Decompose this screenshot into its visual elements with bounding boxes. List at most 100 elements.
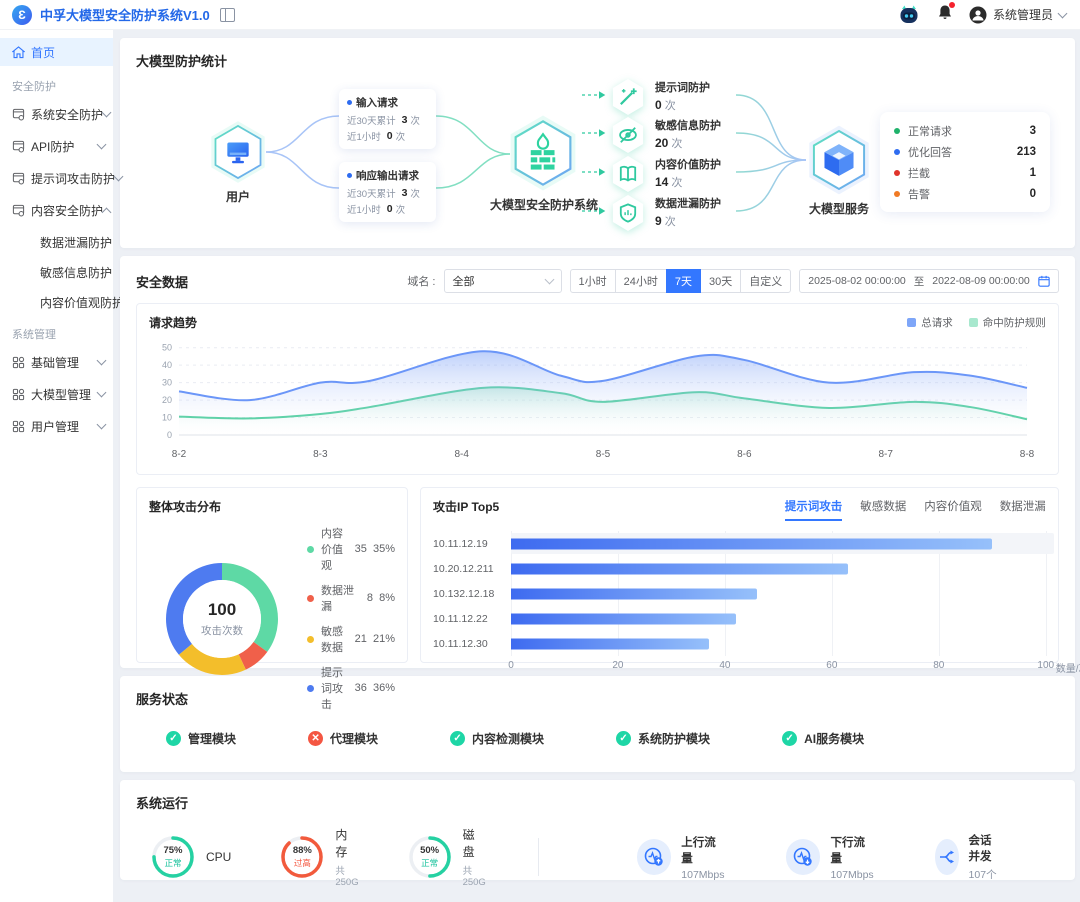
bar-category-label: 10.11.12.19 bbox=[433, 537, 488, 550]
check-circle-icon: ✓ bbox=[782, 731, 798, 746]
system-running-card: 系统运行 75% 正常 CPU 88% 过高 内存 共250G 50% 正常 磁盘 共25… bbox=[120, 780, 1075, 888]
sidebar-item-content-security[interactable]: 内容安全防护 bbox=[0, 196, 113, 224]
bar bbox=[511, 538, 993, 549]
date-range-picker[interactable]: 2025-08-02 00:00:00 至 2022-08-09 00:00:0… bbox=[799, 269, 1059, 293]
model-service-label: 大模型服务 bbox=[808, 202, 869, 216]
chevron-down-icon bbox=[101, 107, 112, 118]
date-to: 2022-08-09 00:00:00 bbox=[932, 275, 1030, 287]
tab-content-values[interactable]: 内容价值观 bbox=[924, 501, 982, 513]
doc-gear-icon bbox=[12, 172, 25, 184]
sidebar-item-api-protection[interactable]: API防护 bbox=[0, 132, 113, 160]
bar-row: 10.11.12.22 bbox=[433, 606, 1047, 631]
shield-chart-icon bbox=[619, 203, 637, 223]
cube-icon bbox=[824, 144, 854, 176]
user-menu[interactable]: 系统管理员 bbox=[969, 6, 1068, 24]
service-module-ok: ✓ 内容检测模块 bbox=[450, 730, 544, 747]
service-module-ok: ✓ 管理模块 bbox=[166, 730, 236, 747]
bar-row: 10.11.12.30 bbox=[433, 631, 1047, 656]
security-data-card: 安全数据 域名 : 全部 1小时 24小时 7天 30天 自定义 2025-08… bbox=[120, 256, 1080, 711]
sidebar-subitem-content-values[interactable]: 内容价值观防护 bbox=[40, 295, 125, 310]
memory-gauge: 88% 过高 内存 共250G bbox=[279, 826, 359, 888]
tab-prompt-attack[interactable]: 提示词攻击 bbox=[784, 498, 843, 521]
time-filter-group: 1小时 24小时 7天 30天 自定义 bbox=[569, 269, 792, 293]
bar bbox=[511, 588, 757, 599]
chevron-down-icon bbox=[96, 355, 107, 366]
check-circle-icon: ✓ bbox=[450, 731, 466, 746]
tab-sensitive-data[interactable]: 敏感数据 bbox=[860, 501, 907, 513]
doc-gear-icon bbox=[12, 108, 25, 120]
chevron-down-icon bbox=[96, 387, 107, 398]
filter-7d-button[interactable]: 7天 bbox=[665, 269, 701, 293]
sidebar-group-system-mgmt: 系统管理 bbox=[12, 329, 56, 341]
chevron-down-icon bbox=[96, 419, 107, 430]
domain-select[interactable]: 全部 bbox=[443, 269, 562, 293]
attack-distribution-donut bbox=[166, 562, 279, 675]
tab-data-leak[interactable]: 数据泄漏 bbox=[999, 501, 1046, 513]
service-status-card: 服务状态 ✓ 管理模块 ✕ 代理模块 ✓ 内容检测模块 ✓ 系统防护模块 ✓ AI服务模块 bbox=[120, 676, 1075, 772]
calendar-icon bbox=[1038, 275, 1050, 287]
blue-dot bbox=[347, 173, 352, 178]
svg-text:8-4: 8-4 bbox=[454, 449, 469, 460]
sidebar-item-prompt-attack[interactable]: 提示词攻击防护 bbox=[0, 164, 124, 192]
notification-bell-icon[interactable] bbox=[937, 1, 955, 26]
protection-overview-title: 大模型防护统计 bbox=[136, 54, 228, 69]
sidebar-subitem-sensitive-info[interactable]: 敏感信息防护 bbox=[40, 265, 113, 280]
sidebar-item-model-mgmt[interactable]: 大模型管理 bbox=[0, 380, 113, 408]
sidebar-collapse-icon[interactable] bbox=[219, 7, 235, 22]
output-request-card: 响应输出请求 近30天累计 3 次 近1小时 0 次 bbox=[339, 162, 436, 222]
check-circle-icon: ✓ bbox=[166, 731, 181, 746]
request-trend-chart: 0 10 20 30 40 50 8-2 8-3 8-4 8-5 8-6 8-7 8-8 bbox=[162, 343, 1035, 460]
content-value-protection-node bbox=[610, 154, 646, 199]
attack-ip-top5-panel: 攻击IP Top5 提示词攻击 敏感数据 内容价值观 数据泄漏 10.11.12… bbox=[420, 487, 1080, 675]
filter-24h-button[interactable]: 24小时 bbox=[614, 269, 667, 293]
top-header: Ɛ 中孚大模型安全防护系统V1.0 系统管理员 bbox=[0, 0, 1080, 30]
user-name: 系统管理员 bbox=[992, 8, 1053, 22]
svg-text:8-5: 8-5 bbox=[596, 449, 611, 460]
sidebar-item-user-mgmt[interactable]: 用户管理 bbox=[0, 412, 113, 440]
firewall-icon bbox=[530, 132, 556, 170]
sidebar-group-security: 安全防护 bbox=[12, 81, 56, 93]
svg-text:8-2: 8-2 bbox=[172, 449, 187, 460]
bar-row: 10.20.12.211 bbox=[433, 556, 1047, 581]
book-icon bbox=[619, 165, 637, 182]
security-data-title: 安全数据 bbox=[136, 274, 189, 290]
bar-axis-unit: 数量/次 bbox=[1055, 664, 1080, 675]
download-traffic-icon bbox=[793, 847, 812, 866]
attack-ip-bar-chart: 10.11.12.19 10.20.12.211 10.132.12.18 10.11… bbox=[433, 531, 1080, 675]
service-module-label: 管理模块 bbox=[188, 732, 237, 746]
sensitive-protection-node bbox=[610, 115, 646, 160]
legend-hit-swatch bbox=[968, 318, 978, 327]
concurrency-icon bbox=[939, 850, 954, 864]
sidebar-item-system-security[interactable]: 系统安全防护 bbox=[0, 100, 113, 128]
attack-distribution-panel: 整体攻击分布 100 攻击次数 内容价值观 35 35% 数据泄漏 8 8% 敏感数… bbox=[136, 487, 408, 711]
bar-category-label: 10.11.12.22 bbox=[433, 612, 488, 625]
download-traffic-metric: 下行流量 107Mbps bbox=[785, 834, 875, 881]
service-module-ok: ✓ AI服务模块 bbox=[782, 730, 864, 747]
filter-custom-button[interactable]: 自定义 bbox=[740, 269, 792, 293]
input-request-card: 输入请求 近30天累计 3 次 近1小时 0 次 bbox=[339, 89, 436, 149]
protection-flow-diagram: 用户 输入请求 近30天累计 3 次 近1小时 0 次 响应输出请求 近30天累计 3 次 … bbox=[136, 74, 1059, 252]
domain-label: 域名 : bbox=[407, 276, 436, 288]
assistant-robot-icon[interactable] bbox=[897, 4, 921, 26]
user-node bbox=[208, 120, 268, 189]
status-dot-normal bbox=[894, 127, 900, 134]
grid-icon bbox=[12, 356, 25, 368]
user-dropdown-chevron-icon bbox=[1057, 8, 1068, 18]
sidebar-subitem-data-leak[interactable]: 数据泄漏防护 bbox=[40, 235, 113, 250]
filter-30d-button[interactable]: 30天 bbox=[700, 269, 742, 293]
service-module-label: 内容检测模块 bbox=[472, 732, 545, 746]
trend-legend: 总请求 命中防护规则 bbox=[907, 315, 1046, 330]
sidebar: 首页 安全防护 系统安全防护 API防护 提示词攻击防护 内容安全防护 数据泄漏… bbox=[0, 30, 125, 902]
status-dot-blocked bbox=[894, 169, 900, 176]
chevron-down-icon bbox=[544, 274, 554, 285]
bar-row: 10.11.12.19 bbox=[433, 531, 1054, 556]
session-concurrency-metric: 会话并发 107个 bbox=[934, 832, 999, 882]
check-circle-icon: ✓ bbox=[616, 731, 632, 746]
svg-text:8-7: 8-7 bbox=[878, 449, 893, 460]
sidebar-item-home[interactable]: 首页 bbox=[0, 38, 113, 66]
protection-system-label: 大模型安全防护系统 bbox=[489, 198, 598, 212]
filter-1h-button[interactable]: 1小时 bbox=[569, 269, 616, 293]
sidebar-item-basic-mgmt[interactable]: 基础管理 bbox=[0, 348, 113, 376]
home-icon bbox=[12, 45, 25, 58]
attack-ip-top5-title: 攻击IP Top5 bbox=[433, 500, 500, 514]
